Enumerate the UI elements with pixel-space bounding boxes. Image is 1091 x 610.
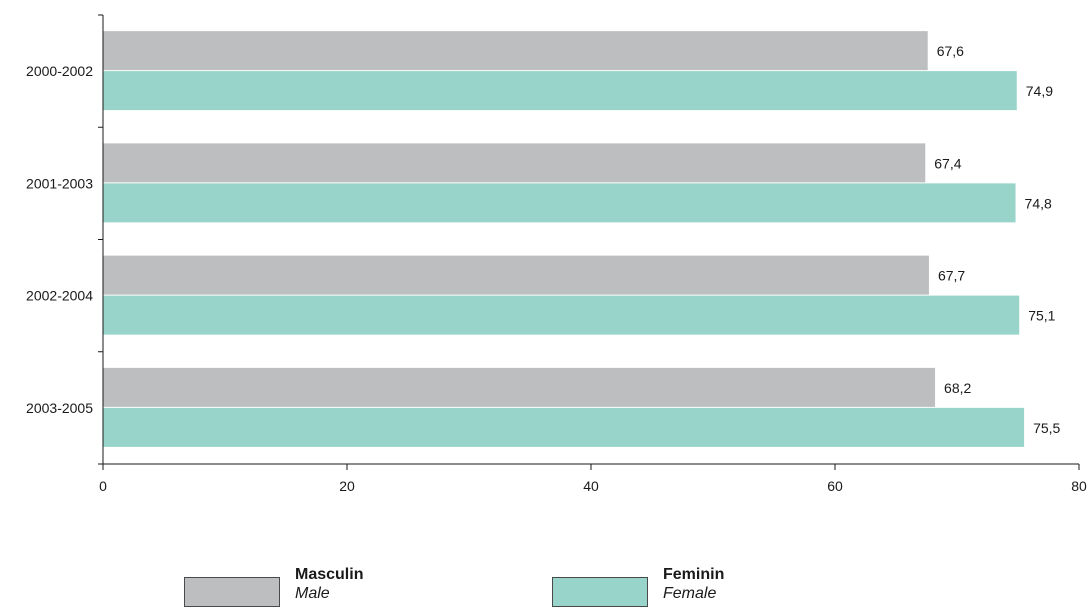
category-label-2000-2002: 2000-2002 [26, 63, 93, 79]
data-label-male-2000-2002: 67,6 [937, 43, 964, 59]
legend-swatch-female [552, 577, 648, 607]
legend-label-male: Masculin [295, 566, 364, 583]
data-label-female-2002-2004: 75,1 [1028, 308, 1055, 324]
bar-chart: 67,6 74,9 2000-2002 67,4 74,8 2001-2003 67,7 75… [26, 14, 1087, 494]
category-label-2001-2003: 2001-2003 [26, 175, 93, 191]
bar-male-2000-2002 [103, 31, 928, 71]
data-label-female-2000-2002: 74,9 [1026, 83, 1053, 99]
legend-sublabel-male: Male [295, 585, 330, 602]
category-label-2002-2004: 2002-2004 [26, 288, 93, 304]
bar-male-2002-2004 [103, 255, 929, 295]
bar-female-2000-2002 [103, 71, 1017, 111]
category-label-2003-2005: 2003-2005 [26, 400, 93, 416]
x-tick-label-0: 0 [99, 478, 107, 494]
data-label-female-2001-2003: 74,8 [1025, 195, 1052, 211]
bar-female-2003-2005 [103, 407, 1025, 447]
legend-swatch-male [184, 577, 280, 607]
bar-female-2001-2003 [103, 183, 1016, 223]
data-label-male-2003-2005: 68,2 [944, 380, 971, 396]
bar-female-2002-2004 [103, 295, 1020, 335]
data-label-male-2002-2004: 67,7 [938, 268, 965, 284]
data-label-male-2001-2003: 67,4 [934, 155, 961, 171]
bar-male-2001-2003 [103, 143, 926, 183]
x-tick-label-20: 20 [339, 478, 355, 494]
x-tick-label-80: 80 [1071, 478, 1087, 494]
bar-male-2003-2005 [103, 367, 936, 407]
legend-label-female: Feminin [663, 566, 725, 583]
x-tick-label-40: 40 [583, 478, 599, 494]
data-label-female-2003-2005: 75,5 [1033, 420, 1060, 436]
legend-sublabel-female: Female [663, 585, 717, 602]
x-tick-label-60: 60 [827, 478, 843, 494]
